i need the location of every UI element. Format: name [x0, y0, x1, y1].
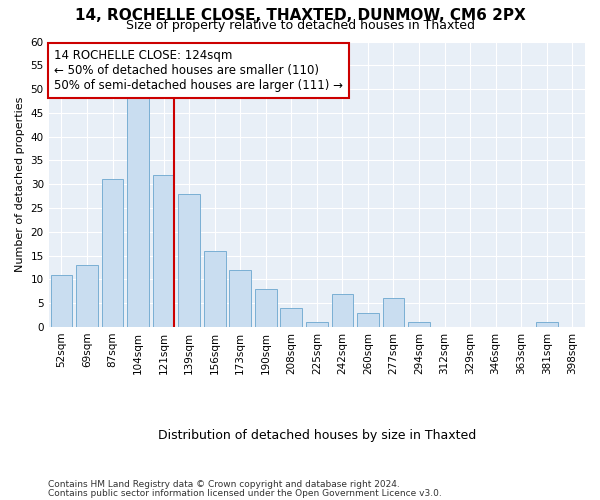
Text: Size of property relative to detached houses in Thaxted: Size of property relative to detached ho…	[125, 18, 475, 32]
Bar	[408, 322, 430, 327]
Bar	[306, 322, 328, 327]
Bar	[280, 308, 302, 327]
Bar	[536, 322, 557, 327]
Text: Contains public sector information licensed under the Open Government Licence v3: Contains public sector information licen…	[48, 488, 442, 498]
Bar	[204, 251, 226, 327]
Text: 14 ROCHELLE CLOSE: 124sqm
← 50% of detached houses are smaller (110)
50% of semi: 14 ROCHELLE CLOSE: 124sqm ← 50% of detac…	[54, 48, 343, 92]
Bar	[357, 312, 379, 327]
Bar	[383, 298, 404, 327]
Text: 14, ROCHELLE CLOSE, THAXTED, DUNMOW, CM6 2PX: 14, ROCHELLE CLOSE, THAXTED, DUNMOW, CM6…	[74, 8, 526, 22]
Bar	[178, 194, 200, 327]
Bar	[153, 174, 175, 327]
Bar	[332, 294, 353, 327]
Bar	[127, 94, 149, 327]
Bar	[76, 265, 98, 327]
Bar	[50, 274, 72, 327]
Bar	[255, 289, 277, 327]
Bar	[229, 270, 251, 327]
Bar	[101, 180, 124, 327]
X-axis label: Distribution of detached houses by size in Thaxted: Distribution of detached houses by size …	[158, 430, 476, 442]
Y-axis label: Number of detached properties: Number of detached properties	[15, 96, 25, 272]
Text: Contains HM Land Registry data © Crown copyright and database right 2024.: Contains HM Land Registry data © Crown c…	[48, 480, 400, 489]
